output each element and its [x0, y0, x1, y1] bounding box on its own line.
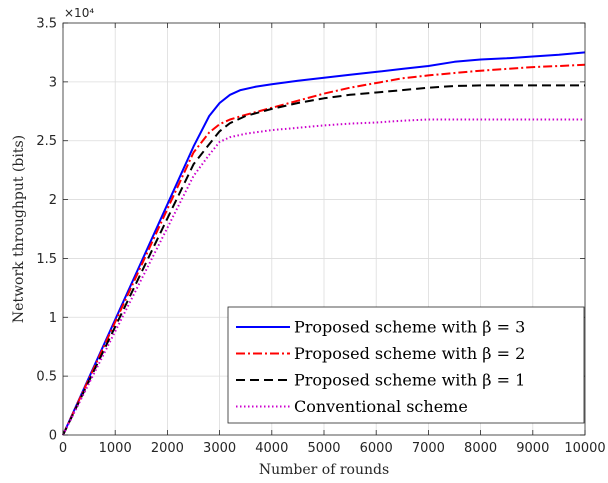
y-scale-label: ×10⁴	[64, 6, 94, 20]
series-line-2	[62, 63, 586, 436]
y-tick-label: 1	[49, 311, 57, 326]
x-tick-label: 3000	[203, 441, 236, 456]
legend-label-4: Conventional scheme	[294, 397, 468, 416]
x-axis-title: Number of rounds	[259, 462, 389, 478]
y-tick-label: 0	[49, 429, 57, 444]
legend-label-3: Proposed scheme with β = 1	[294, 371, 525, 390]
legend: Proposed scheme with β = 3 Proposed schem…	[227, 306, 585, 424]
y-tick-label: 3.5	[36, 17, 57, 32]
y-tick-label: 2	[49, 193, 57, 208]
y-tick-label: 3	[49, 75, 57, 90]
y-tick-label: 1.5	[36, 252, 57, 267]
y-tick-label: 2.5	[36, 134, 57, 149]
x-tick-label: 5000	[307, 441, 340, 456]
x-tick-label: 4000	[255, 441, 288, 456]
x-tick-labels: 0 1000 2000 3000 4000 5000 6000 7000 8000 9000 100…	[59, 441, 606, 456]
legend-label-1: Proposed scheme with β = 3	[294, 318, 525, 337]
x-tick-label: 6000	[360, 441, 393, 456]
x-tick-label: 9000	[516, 441, 549, 456]
series-line-4	[62, 118, 585, 436]
series-line-1	[62, 51, 586, 436]
series-line-3	[62, 84, 585, 436]
y-tick-labels: 0 0.5 1 1.5 2 2.5 3 3.5	[36, 17, 57, 444]
y-axis-title: Network throughput (bits)	[11, 135, 27, 323]
x-tick-label: 7000	[412, 441, 445, 456]
x-tick-label: 10000	[564, 441, 605, 456]
x-tick-label: 1000	[99, 441, 132, 456]
series-layer	[62, 51, 586, 436]
legend-label-2: Proposed scheme with β = 2	[294, 344, 525, 363]
x-tick-label: 8000	[464, 441, 497, 456]
x-tick-label: 0	[59, 441, 67, 456]
x-tick-label: 2000	[151, 441, 184, 456]
y-tick-label: 0.5	[36, 370, 57, 385]
